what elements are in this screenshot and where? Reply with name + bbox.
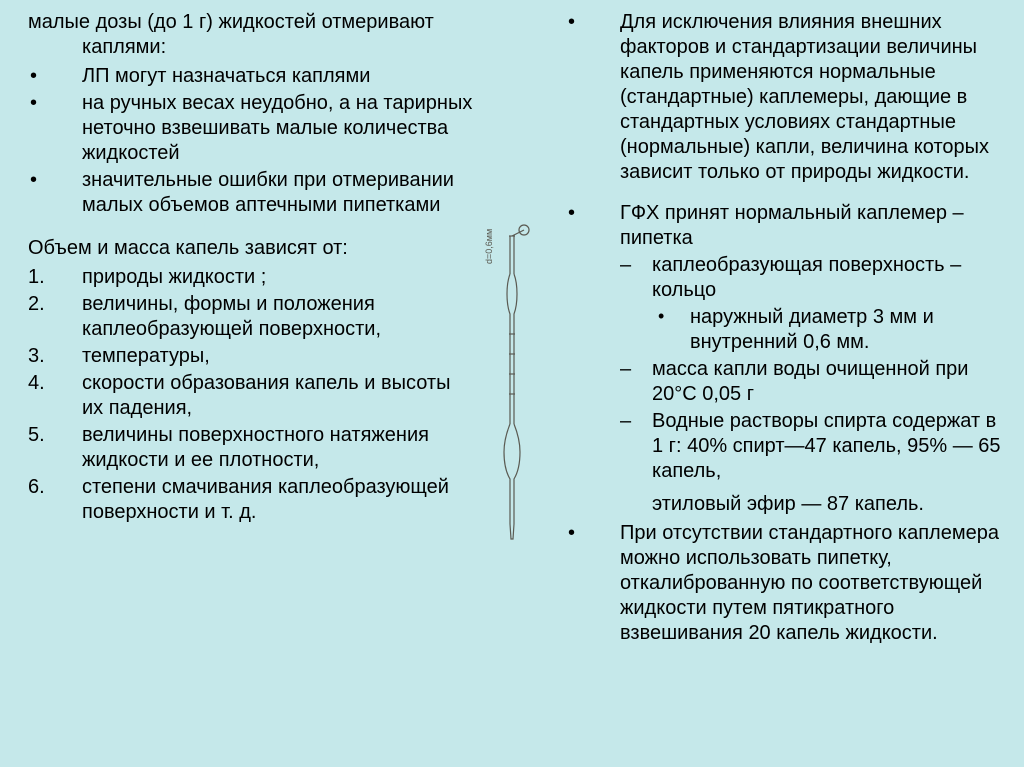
left-bullet-list: ЛП могут назначаться каплями на ручных в…: [12, 64, 474, 220]
list-item: температуры,: [12, 344, 474, 369]
list-item: ГФХ принят нормальный каплемер – пипетка: [550, 201, 1012, 251]
right-bullet-3: При отсутствии стандартного каплемера мо…: [550, 521, 1012, 648]
right-column: Для исключения влияния внешних факторов …: [542, 10, 1012, 757]
list-item: ЛП могут назначаться каплями: [12, 64, 474, 89]
list-item: природы жидкости ;: [12, 265, 474, 290]
pipette-icon: d=0,6мм: [482, 224, 542, 544]
spacer: [550, 187, 1012, 201]
right-plain-line: этиловый эфир — 87 капель.: [550, 492, 1012, 517]
left-column: малые дозы (до 1 г) жидкостей отмеривают…: [12, 10, 482, 757]
list-item: наружный диаметр 3 мм и внутренний 0,6 м…: [550, 305, 1012, 355]
right-bullet-1: Для исключения влияния внешних факторов …: [550, 10, 1012, 187]
list-item: величины поверхностного натяжения жидкос…: [12, 423, 474, 473]
pipette-label: d=0,6мм: [484, 228, 494, 263]
list-item: на ручных весах неудобно, а на тарирных …: [12, 91, 474, 166]
right-subsub-list: наружный диаметр 3 мм и внутренний 0,6 м…: [550, 305, 1012, 357]
left-numbered-list: природы жидкости ; величины, формы и пол…: [12, 265, 474, 527]
left-subheading: Объем и масса капель зависят от:: [12, 236, 474, 261]
list-item: скорости образования капель и высоты их …: [12, 371, 474, 421]
right-bullet-2: ГФХ принят нормальный каплемер – пипетка: [550, 201, 1012, 253]
list-item: Для исключения влияния внешних факторов …: [550, 10, 1012, 185]
list-item: величины, формы и положения каплеобразую…: [12, 292, 474, 342]
center-image-container: d=0,6мм: [482, 10, 542, 757]
left-intro: малые дозы (до 1 г) жидкостей отмеривают…: [12, 10, 474, 60]
list-item: Водные растворы спирта содержат в 1 г: 4…: [550, 409, 1012, 484]
list-item: При отсутствии стандартного каплемера мо…: [550, 521, 1012, 646]
right-sub-list: каплеобразующая поверхность – кольцо: [550, 253, 1012, 305]
list-item: значительные ошибки при отмеривании малы…: [12, 168, 474, 218]
right-sub-list-2: масса капли воды очищенной при 20°С 0,05…: [550, 357, 1012, 486]
list-item: степени смачивания каплеобразующей повер…: [12, 475, 474, 525]
slide-root: малые дозы (до 1 г) жидкостей отмеривают…: [0, 0, 1024, 767]
list-item: каплеобразующая поверхность – кольцо: [550, 253, 1012, 303]
list-item: масса капли воды очищенной при 20°С 0,05…: [550, 357, 1012, 407]
